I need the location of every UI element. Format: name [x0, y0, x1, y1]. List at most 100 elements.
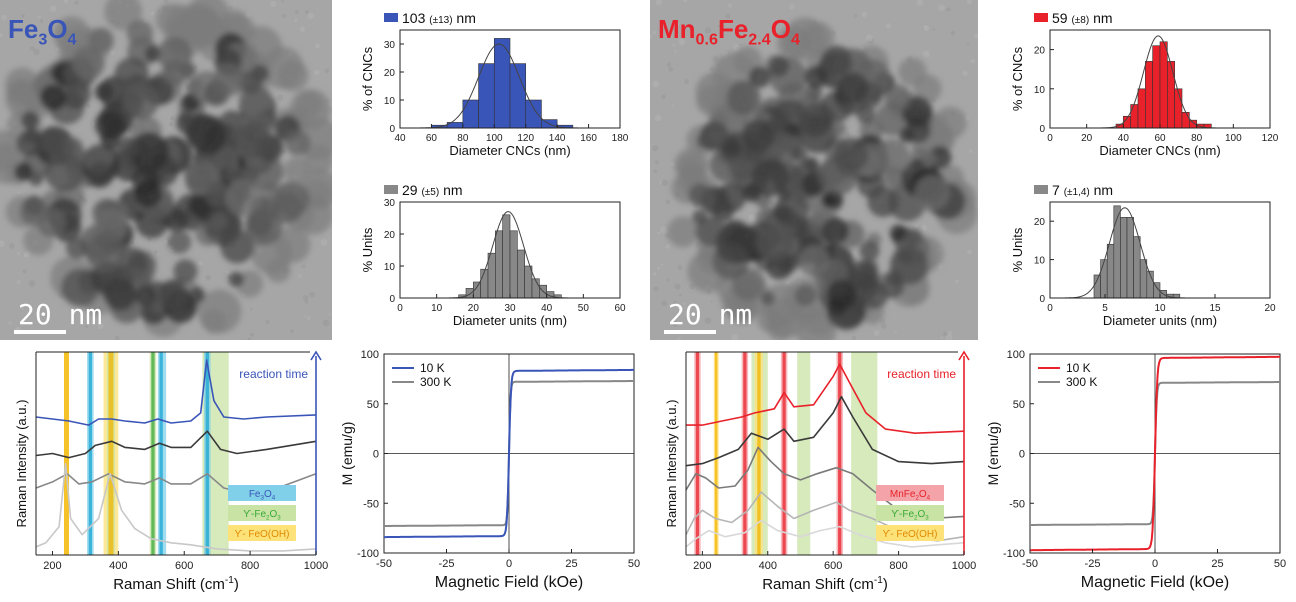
tem-grain	[134, 180, 163, 208]
y-tick-label: 100	[1007, 349, 1025, 361]
tem-micrograph-mnfe: Mn0.6Fe2.4O4 20 nm	[649, 0, 980, 351]
tem-noise	[894, 330, 897, 333]
tem-noise	[328, 313, 331, 316]
legend-unit: nm	[1089, 10, 1112, 26]
raman-band	[851, 352, 878, 555]
x-tick-label: 0	[1047, 303, 1053, 314]
tem-noise	[304, 315, 307, 318]
y-tick-label: 30	[384, 198, 396, 209]
tem-noise	[678, 293, 682, 297]
tem-noise	[322, 319, 330, 327]
tem-title-part: 0.6	[696, 31, 718, 49]
tem-noise	[914, 224, 919, 228]
y-tick-label: 10	[1034, 85, 1046, 96]
tem-grain	[692, 209, 708, 225]
x-tick-label: 0	[506, 558, 512, 570]
tem-grain	[826, 279, 857, 310]
x-tick-label: 60	[1154, 133, 1166, 144]
reaction-arrow-label: reaction time	[887, 367, 956, 381]
tem-grain	[695, 72, 735, 112]
tem-grain	[274, 181, 310, 217]
hist-bar	[525, 99, 542, 129]
tem-grain	[883, 84, 911, 112]
tem-noise	[23, 253, 28, 258]
tem-grain	[134, 284, 157, 306]
hist-bar	[1126, 217, 1134, 299]
tem-grain	[24, 127, 41, 144]
tem-noise	[652, 272, 657, 276]
hist-bar	[1130, 104, 1139, 129]
phase-legend-label-part: 3	[277, 515, 281, 522]
tem-grain	[904, 228, 923, 247]
tem-grain	[144, 45, 162, 62]
tem-grain	[103, 115, 127, 139]
raman-fe3o4: reaction time 200 400 600 800 1000 Raman Shift…	[14, 350, 328, 593]
x-tick-label: 100	[486, 133, 503, 144]
tem-noise	[657, 231, 661, 235]
tem-noise	[8, 321, 12, 325]
x-axis-label-part: )	[234, 576, 239, 593]
tem-grain	[42, 130, 66, 154]
raman-spectrum	[35, 359, 317, 426]
y-tick-label: 0	[389, 294, 395, 305]
phase-legend-label-part: 4	[272, 495, 276, 502]
tem-image-mnfe: Mn0.6Fe2.4O4 20 nm	[649, 0, 980, 351]
hist-bar	[1174, 88, 1183, 129]
hist-bar	[1133, 236, 1141, 299]
y-axis-label: % Units	[1010, 227, 1025, 272]
raman-fe3o4-panel: reaction time 200 400 600 800 1000 Raman Shift…	[0, 342, 332, 597]
x-tick-label: 400	[759, 560, 777, 572]
tem-grain	[741, 119, 775, 153]
x-tick-label: 10	[431, 303, 443, 314]
raman-spectrum	[685, 395, 965, 467]
tem-noise	[967, 249, 972, 255]
x-tick-label: 50	[628, 558, 640, 570]
tem-noise	[666, 62, 672, 67]
tem-noise	[717, 24, 721, 28]
tem-grain	[859, 240, 880, 261]
tem-noise	[728, 3, 733, 8]
tem-noise	[304, 299, 309, 304]
tem-grain	[726, 80, 761, 115]
phase-legend-label-part: 3	[925, 515, 929, 522]
tem-noise	[946, 7, 951, 12]
tem-noise	[8, 243, 15, 249]
tem-grain	[837, 72, 869, 104]
legend-label: 103 (±13) nm	[402, 10, 476, 26]
tem-noise	[226, 270, 230, 274]
tem-noise	[661, 300, 668, 307]
tem-noise	[966, 0, 972, 5]
hist-bar	[502, 214, 511, 299]
tem-noise	[314, 70, 320, 76]
y-tick-label: 10	[384, 96, 396, 107]
tem-grain	[44, 152, 85, 192]
tem-grain	[197, 289, 242, 334]
hist-bar	[480, 268, 489, 299]
tem-noise	[164, 239, 169, 245]
hist-bar	[1120, 217, 1128, 299]
tem-noise	[709, 66, 714, 72]
tem-noise	[265, 319, 270, 325]
tem-noise	[205, 274, 211, 281]
legend-swatch	[384, 13, 398, 22]
x-axis-label-part: -1	[874, 575, 883, 586]
tem-noise	[17, 191, 21, 195]
x-tick-label: 160	[580, 133, 597, 144]
tem-noise	[672, 43, 676, 47]
y-tick-label: 30	[384, 40, 396, 51]
hist-bar	[524, 265, 533, 299]
legend-value: 59	[1052, 10, 1071, 26]
tem-noise	[854, 14, 858, 18]
tem-grain	[220, 229, 255, 264]
hist-bar	[1137, 88, 1146, 129]
tem-noise	[674, 283, 681, 290]
tem-noise	[678, 38, 686, 46]
tem-grain	[103, 278, 137, 311]
tem-noise	[652, 80, 660, 88]
tem-noise	[652, 30, 657, 35]
x-tick-label: 180	[612, 133, 629, 144]
tem-grain	[751, 158, 790, 197]
tem-noise	[97, 322, 104, 330]
tem-noise	[228, 5, 233, 10]
tem-noise	[955, 279, 959, 284]
